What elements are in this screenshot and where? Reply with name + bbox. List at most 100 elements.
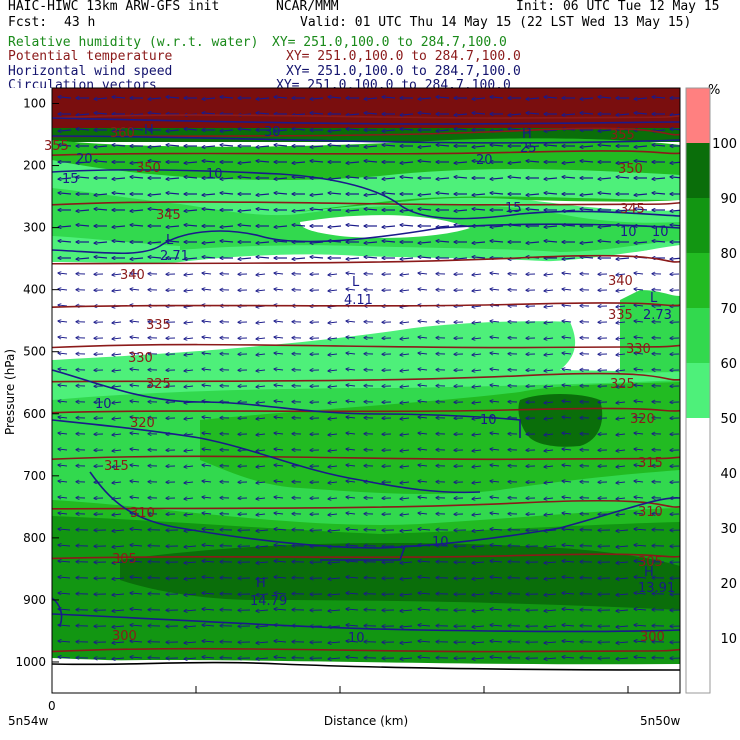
wind-vector xyxy=(418,209,432,210)
wind-vector xyxy=(364,257,378,258)
wind-vector xyxy=(400,354,410,355)
wind-vector xyxy=(472,546,485,547)
wind-vector xyxy=(436,97,450,98)
wind-vector xyxy=(328,498,338,499)
wind-vector xyxy=(112,130,126,131)
wind-vector xyxy=(634,561,647,562)
colorbar-swatch xyxy=(686,583,710,638)
wind-vector xyxy=(274,481,284,482)
colorbar-tick-label: 80 xyxy=(720,247,737,262)
wind-vector xyxy=(544,546,557,547)
wind-vector xyxy=(310,194,324,195)
wind-vector xyxy=(382,130,396,131)
wind-vector xyxy=(346,385,356,386)
wind-contour-10-upper xyxy=(52,223,680,255)
theta-label: 350 xyxy=(136,161,161,176)
theta-contour-340 xyxy=(52,254,680,265)
wind-vector xyxy=(490,369,500,370)
wind-vector xyxy=(400,466,410,467)
wind-vector xyxy=(328,402,338,403)
wind-vector xyxy=(400,162,414,163)
wind-vector xyxy=(670,225,680,226)
wind-vector xyxy=(562,593,575,594)
wind-vector xyxy=(58,433,68,434)
wind-vector xyxy=(418,561,431,562)
wind-vector xyxy=(310,98,324,99)
wind-vector xyxy=(364,146,378,147)
theta-label: 330 xyxy=(626,342,651,357)
wind-vector xyxy=(418,194,432,195)
wind-vector xyxy=(256,546,269,547)
wind-vector xyxy=(184,482,194,483)
wind-vector xyxy=(616,642,629,643)
wind-vector xyxy=(436,193,450,194)
wind-vector xyxy=(202,545,215,546)
wind-vector xyxy=(130,529,143,530)
wind-vector xyxy=(202,161,216,162)
wind-vector xyxy=(112,241,126,242)
wind-vector xyxy=(490,401,500,402)
rh-fill-top-band xyxy=(52,88,680,128)
theta-label: 350 xyxy=(618,162,643,177)
colorbar-swatch xyxy=(686,418,710,473)
wind-vector xyxy=(184,210,198,211)
wind-vector xyxy=(256,658,269,659)
wind-vector xyxy=(112,290,122,291)
wind-vector xyxy=(472,514,482,515)
wind-vector xyxy=(274,577,287,578)
wind-vector xyxy=(490,657,503,658)
colorbar-tick-label: 90 xyxy=(720,192,737,207)
wind-vector xyxy=(472,450,482,451)
wind-vector xyxy=(184,642,197,643)
wind-vector xyxy=(634,401,644,402)
wind-vector xyxy=(508,114,522,115)
wind-vector xyxy=(634,657,647,658)
wind-vector xyxy=(148,242,162,243)
wind-vector xyxy=(220,241,234,242)
wind-vector xyxy=(562,337,572,338)
theta-contour-335 xyxy=(52,302,680,308)
wind-vector xyxy=(112,530,125,531)
theta-label: 330 xyxy=(128,351,153,366)
wind-vector xyxy=(364,113,378,114)
wind-vector xyxy=(346,593,359,594)
theta-contour-345 xyxy=(52,201,680,206)
wind-vector xyxy=(346,353,356,354)
wind-vector xyxy=(94,161,108,162)
wind-vector xyxy=(544,322,554,323)
wind-label: 10 xyxy=(480,413,497,428)
wind-vector xyxy=(112,466,122,467)
theta-contour-360 xyxy=(52,114,680,119)
wind-vector xyxy=(130,129,144,130)
wind-vector xyxy=(346,129,360,130)
wind-vector xyxy=(418,657,431,658)
wind-vector xyxy=(562,609,575,610)
wind-vector xyxy=(472,658,485,659)
wind-vector xyxy=(94,194,108,195)
colorbar-swatch xyxy=(686,88,710,143)
wind-vector xyxy=(184,225,198,226)
wind-vector xyxy=(328,370,338,371)
wind-vector xyxy=(220,97,234,98)
legend-wind-coords: XY= 251.0,100.0 to 284.7,100.0 xyxy=(286,64,521,79)
wind-vector xyxy=(400,322,410,323)
wind-vector xyxy=(346,210,360,211)
theta-contour-305 xyxy=(52,553,680,560)
wind-vector xyxy=(58,145,72,146)
wind-vector xyxy=(130,625,143,626)
wind-vector xyxy=(400,418,410,419)
wind-vector xyxy=(292,129,306,130)
wind-vector xyxy=(400,129,414,130)
wind-vector xyxy=(256,450,266,451)
wind-vector xyxy=(130,561,143,562)
wind-vector xyxy=(562,529,575,530)
theta-label: 335 xyxy=(146,318,171,333)
wind-vector xyxy=(346,481,356,482)
wind-vector xyxy=(328,178,342,179)
wind-vector xyxy=(202,465,212,466)
colorbar-tick-label: 20 xyxy=(720,577,737,592)
wind-vector xyxy=(544,658,557,659)
theta-label: 310 xyxy=(638,505,663,520)
wind-vector xyxy=(562,641,575,642)
colorbar-tick-label: 70 xyxy=(720,302,737,317)
